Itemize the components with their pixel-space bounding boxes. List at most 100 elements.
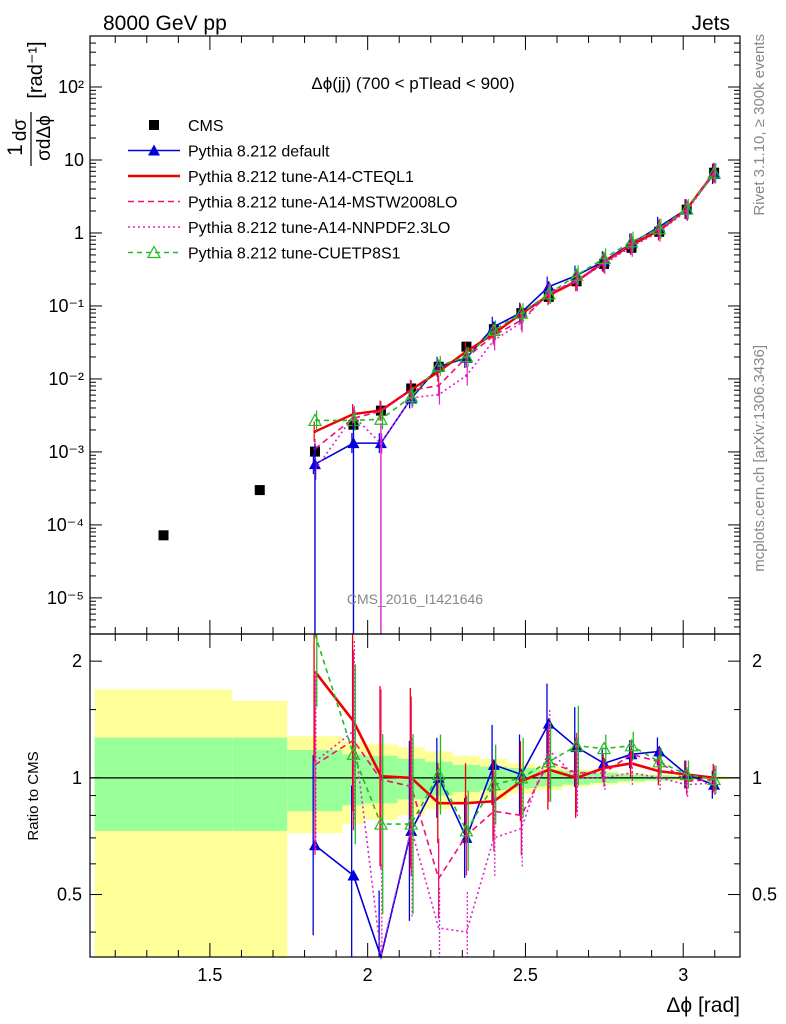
y-tick-label: 10⁻⁴: [47, 515, 84, 535]
mc-point: [437, 393, 441, 397]
legend-entry: Pythia 8.212 tune-A14-CTEQL1: [128, 169, 414, 186]
mc-point: [486, 323, 501, 337]
rivet-label: Rivet 3.1.10, ≥ 300k events: [751, 34, 768, 216]
mc-point: [547, 290, 551, 294]
mc-point: [379, 409, 383, 413]
mc-point: [679, 201, 694, 215]
uncertainty-band-stat: [94, 737, 233, 831]
ratio-point: [347, 869, 360, 881]
ratio-point: [346, 747, 361, 760]
ratio-point: [487, 758, 500, 770]
series-line: [314, 171, 716, 433]
plot-title: Δϕ(jj) (700 < pTlead < 900): [311, 74, 514, 93]
mc-point: [464, 374, 468, 378]
data-point: [461, 341, 472, 352]
x-tick-label: 3: [678, 965, 688, 985]
analysis-watermark: CMS_2016_I1421646: [347, 591, 483, 607]
ratio-point: [596, 741, 612, 755]
y-label-one: 1: [4, 144, 27, 156]
mc-point: [519, 321, 523, 325]
mc-point: [685, 209, 689, 213]
ratio-point: [624, 738, 639, 752]
ratio-y-tick-label-right: 1: [752, 768, 762, 788]
ratio-y-tick-label-right: 0.5: [752, 885, 777, 905]
main-plot-panel: 10⁻⁵ 10⁻⁴ 10⁻³ 10⁻² 10⁻¹ 1 10 10² Δϕ(jj) (700 <…: [4, 35, 741, 648]
legend-entry: Pythia 8.212 tune-A14-MSTW2008LO: [128, 195, 457, 212]
mc-point: [596, 251, 612, 264]
y-tick-label: 10²: [58, 77, 84, 97]
mc-point: [514, 305, 529, 319]
ratio-point: [486, 777, 501, 791]
ratio-point: [707, 772, 722, 786]
mc-point: [569, 268, 584, 281]
uncertainty-band-stat: [232, 737, 288, 831]
mc-point: [313, 430, 317, 434]
series-line: [314, 172, 715, 450]
mc-point: [431, 358, 446, 372]
mc-point: [492, 338, 496, 342]
x-tick-label: 1.5: [197, 965, 222, 985]
ratio-y-label: Ratio to CMS: [25, 751, 42, 840]
legend-marker: [146, 245, 162, 259]
ratio-series-line: [314, 633, 715, 833]
series-line: [314, 172, 715, 422]
ratio-plot-frame: [89, 633, 741, 958]
header-left: 8000 GeV pp: [103, 12, 227, 35]
ratio-y-tick-label: 2: [72, 651, 82, 671]
ratio-point: [514, 770, 529, 784]
mc-point: [404, 389, 419, 403]
legend-label: Pythia 8.212 tune-A14-CTEQL1: [188, 169, 414, 186]
x-tick-label: 2.5: [513, 965, 538, 985]
legend-label: Pythia 8.212 tune-A14-NNPDF2.3LO: [188, 220, 450, 237]
mc-point: [624, 234, 639, 248]
ratio-point: [431, 767, 446, 781]
mc-point: [459, 349, 474, 363]
y-axis-label: 1 dσ σdΔϕ [rad⁻¹]: [4, 41, 55, 166]
ratio-point: [373, 816, 388, 830]
x-tick-label: 2: [363, 965, 373, 985]
ratio-y-tick-label-right: 2: [752, 651, 762, 671]
legend: CMS Pythia 8.212 default Pythia 8.212 tune…: [128, 118, 457, 263]
legend-marker: [149, 120, 159, 130]
ratio-point: [679, 767, 694, 781]
mc-point: [307, 413, 322, 427]
x-axis-label: Δϕ [rad]: [666, 994, 740, 1017]
mc-point: [657, 230, 661, 234]
ratio-point: [569, 738, 584, 752]
legend-entry: Pythia 8.212 tune-CUETP8S1: [128, 245, 401, 263]
ratio-point: [652, 754, 667, 768]
y-tick-label: 10: [64, 150, 84, 170]
ratio-y-tick-label: 0.5: [57, 885, 82, 905]
mc-point: [541, 286, 556, 300]
legend-label: Pythia 8.212 tune-A14-MSTW2008LO: [188, 195, 457, 212]
data-point: [158, 530, 169, 541]
mc-point: [712, 172, 716, 176]
mc-point: [707, 165, 722, 179]
header-right: Jets: [691, 12, 730, 35]
mcplots-label: mcplots.cern.ch [arXiv:1306.3436]: [751, 345, 768, 572]
legend-marker: [148, 144, 160, 156]
ratio-point: [404, 816, 419, 830]
ratio-series-line: [314, 739, 715, 881]
y-tick-label: 1: [74, 223, 84, 243]
ratio-point: [541, 754, 556, 768]
y-label-unit: [rad⁻¹]: [25, 41, 47, 98]
data-point: [254, 485, 265, 496]
legend-entry: Pythia 8.212 default: [128, 144, 330, 161]
mc-point: [652, 221, 667, 235]
ratio-point: [459, 823, 474, 837]
series-line: [314, 173, 715, 471]
legend-label: CMS: [188, 118, 224, 135]
y-tick-label: 10⁻³: [48, 442, 84, 462]
y-label-denominator: σdΔϕ: [34, 115, 55, 161]
legend-entry: CMS: [149, 118, 224, 135]
y-label-numerator: dσ: [10, 119, 31, 142]
legend-entry: Pythia 8.212 tune-A14-NNPDF2.3LO: [128, 220, 450, 237]
ratio-y-tick-label: 1: [72, 768, 82, 788]
y-tick-label: 10⁻¹: [48, 296, 84, 316]
ratio-plot-panel: 1.5 2 2.5 3 0.5 0.5 1 1 2 2 Ratio to CMS Δϕ [rad]: [25, 633, 777, 1017]
legend-label: Pythia 8.212 tune-CUETP8S1: [188, 246, 401, 263]
legend-label: Pythia 8.212 default: [188, 144, 330, 161]
y-tick-label: 10⁻⁵: [47, 588, 84, 608]
